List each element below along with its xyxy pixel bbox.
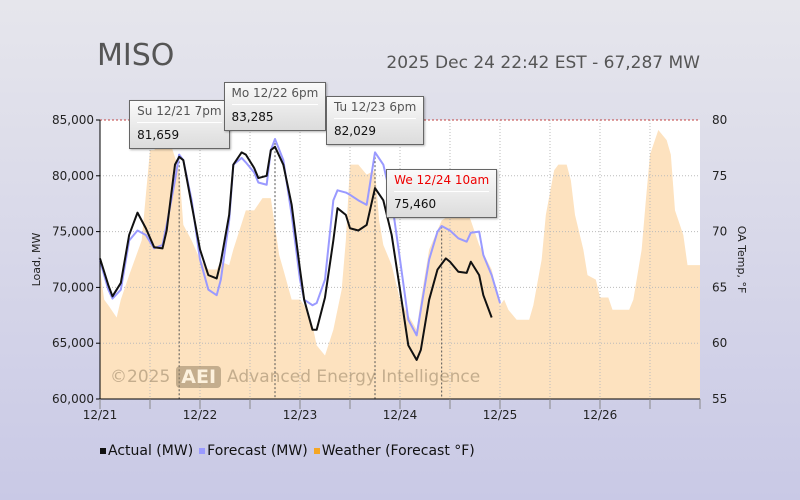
tooltip-value: 82,029 (334, 124, 376, 139)
aei-logo: AEI (176, 366, 222, 388)
y2-tick-label: 80 (712, 113, 727, 127)
y-tick-label: 75,000 (52, 225, 94, 239)
tooltip: Su 12/21 7pm 81,659 (129, 100, 230, 150)
watermark-text: Advanced Energy Intelligence (227, 367, 481, 387)
watermark: ©2025 AEI Advanced Energy Intelligence (110, 366, 480, 388)
watermark-copyright: ©2025 (110, 367, 171, 387)
x-tick-label: 12/23 (283, 408, 318, 422)
y-tick-label: 85,000 (52, 113, 94, 127)
legend: Actual (MW) Forecast (MW) Weather (Forec… (100, 443, 475, 459)
chart-subtitle: 2025 Dec 24 22:42 EST - 67,287 MW (386, 53, 700, 73)
y-axis-label: Load, MW (30, 233, 43, 287)
legend-label: Actual (MW) (108, 443, 194, 459)
tooltip-value: 81,659 (137, 128, 180, 143)
legend-swatch (100, 448, 106, 454)
tooltip-time: Tu 12/23 6pm (334, 97, 417, 120)
x-tick-label: 12/24 (383, 408, 418, 422)
legend-swatch (313, 448, 320, 454)
x-tick-label: 12/25 (483, 408, 518, 422)
y2-tick-label: 55 (712, 392, 727, 406)
tooltip-value: 75,460 (394, 197, 437, 212)
tooltip: Mo 12/22 6pm 83,285 (223, 82, 327, 132)
y2-tick-label: 75 (712, 169, 727, 183)
y-tick-label: 65,000 (52, 336, 94, 350)
tooltip: We 12/24 10am 75,460 (386, 169, 498, 219)
tooltip-time: We 12/24 10am (394, 170, 490, 193)
x-tick-label: 12/26 (583, 408, 618, 422)
y-tick-label: 60,000 (52, 392, 94, 406)
tooltip-time: Mo 12/22 6pm (231, 83, 319, 106)
legend-swatch (199, 448, 206, 454)
legend-item-actual[interactable]: Actual (MW) (100, 443, 193, 459)
tooltip-time: Su 12/21 7pm (137, 101, 222, 124)
tooltip-value: 83,285 (231, 110, 274, 125)
weather-area (100, 130, 700, 399)
y2-tick-label: 70 (712, 225, 727, 239)
legend-item-weather[interactable]: Weather (Forecast °F) (313, 443, 475, 459)
legend-label: Forecast (MW) (207, 443, 308, 459)
y2-tick-label: 65 (712, 280, 727, 294)
actual-line (99, 145, 493, 361)
legend-item-forecast[interactable]: Forecast (MW) (199, 443, 308, 459)
y-tick-label: 80,000 (52, 169, 94, 183)
tooltip: Tu 12/23 6pm 82,029 (326, 96, 425, 146)
legend-label: Weather (Forecast °F) (321, 443, 475, 459)
y-tick-label: 70,000 (52, 280, 94, 294)
x-tick-label: 12/22 (183, 408, 218, 422)
y2-tick-label: 60 (712, 336, 727, 350)
y2-axis-label: OA Temp, °F (735, 226, 748, 294)
x-tick-label: 12/21 (83, 408, 118, 422)
chart-title: MISO (97, 38, 175, 73)
